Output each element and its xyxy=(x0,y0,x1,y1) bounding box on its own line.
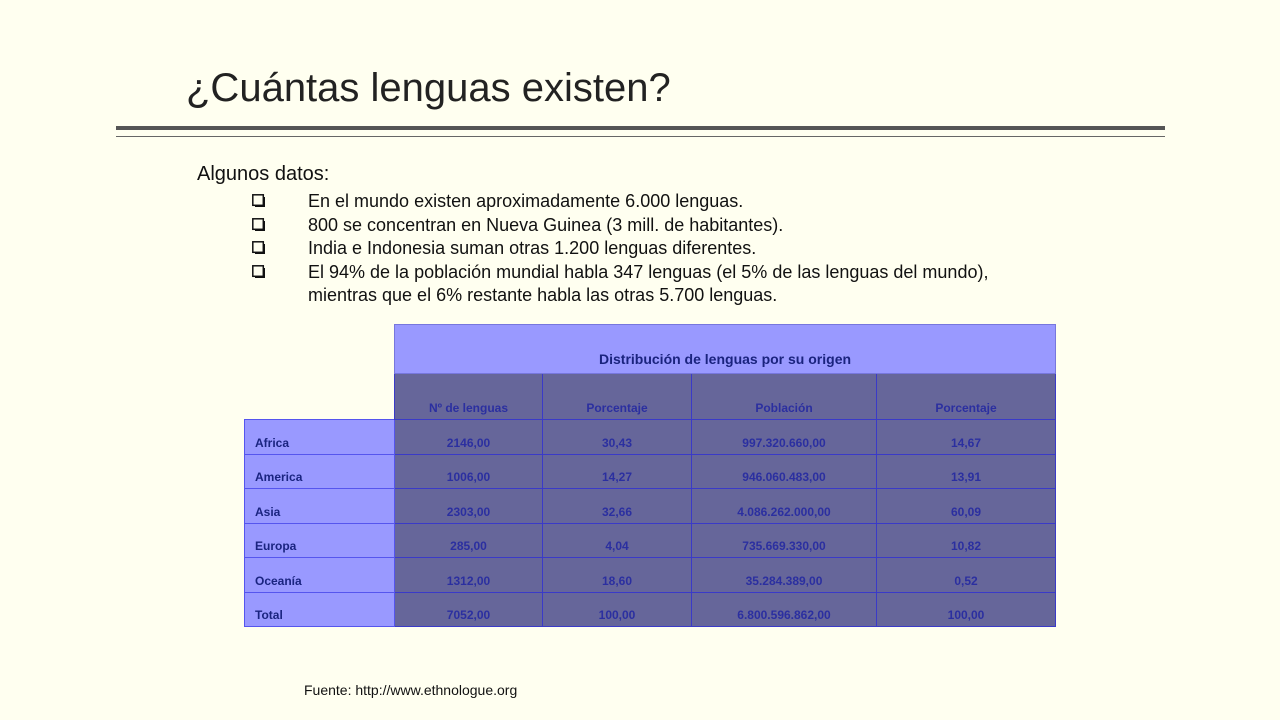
row-header: Total xyxy=(244,591,395,627)
title-divider xyxy=(116,126,1165,130)
checkbox-square-icon xyxy=(252,194,265,207)
table-cell: 35.284.389,00 xyxy=(691,557,877,593)
column-header: Porcentaje xyxy=(542,373,692,420)
bullet-text: En el mundo existen aproximadamente 6.00… xyxy=(308,191,744,211)
column-header: Porcentaje xyxy=(875,373,1057,420)
table-cell: 2303,00 xyxy=(394,488,543,524)
table-cell: 7052,00 xyxy=(394,591,543,627)
title-divider-thin xyxy=(116,136,1165,137)
table-cell: 10,82 xyxy=(875,522,1057,558)
table-cell: 4.086.262.000,00 xyxy=(691,488,877,524)
bullet-text-continuation: mientras que el 6% restante habla las ot… xyxy=(308,285,778,305)
source-note: Fuente: http://www.ethnologue.org xyxy=(304,682,518,698)
distribution-table: Distribución de lenguas por su origen Nº… xyxy=(244,324,1057,627)
checkbox-square-icon xyxy=(252,264,265,278)
row-header: Europa xyxy=(244,522,395,558)
table-cell: 100,00 xyxy=(542,591,692,627)
table-row-total: Total 7052,00 100,00 6.800.596.862,00 10… xyxy=(244,591,1057,627)
table-cell: 6.800.596.862,00 xyxy=(691,591,877,627)
bullet-item: El 94% de la población mundial habla 347… xyxy=(250,261,988,308)
table-row: Africa 2146,00 30,43 997.320.660,00 14,6… xyxy=(244,419,1057,455)
slide-title: ¿Cuántas lenguas existen? xyxy=(186,66,671,110)
bullet-text: El 94% de la población mundial habla 347… xyxy=(308,261,989,282)
table-cell: 735.669.330,00 xyxy=(691,522,877,558)
bullet-item: En el mundo existen aproximadamente 6.00… xyxy=(250,190,988,214)
table-cell: 1312,00 xyxy=(394,557,543,593)
table-cell: 32,66 xyxy=(542,488,692,524)
table-cell: 997.320.660,00 xyxy=(691,419,877,455)
row-header: America xyxy=(244,453,395,489)
bullet-item: India e Indonesia suman otras 1.200 leng… xyxy=(250,237,988,261)
table-cell: 946.060.483,00 xyxy=(691,453,877,489)
table-row: America 1006,00 14,27 946.060.483,00 13,… xyxy=(244,453,1057,489)
table-cell: 285,00 xyxy=(394,522,543,558)
bullet-item: 800 se concentran en Nueva Guinea (3 mil… xyxy=(250,214,988,238)
table-corner xyxy=(244,373,395,420)
table-cell: 0,52 xyxy=(875,557,1057,593)
bullet-text: 800 se concentran en Nueva Guinea (3 mil… xyxy=(308,214,784,235)
row-header: Oceanía xyxy=(244,557,395,593)
table-cell: 30,43 xyxy=(542,419,692,455)
row-header: Asia xyxy=(244,488,395,524)
bullet-list: En el mundo existen aproximadamente 6.00… xyxy=(250,190,988,308)
checkbox-square-icon xyxy=(252,241,265,254)
row-header: Africa xyxy=(244,419,395,455)
bullet-text: India e Indonesia suman otras 1.200 leng… xyxy=(308,238,757,258)
column-header: Población xyxy=(691,373,877,420)
table-corner xyxy=(244,324,395,374)
table-cell: 18,60 xyxy=(542,557,692,593)
table-cell: 1006,00 xyxy=(394,453,543,489)
checkbox-square-icon xyxy=(252,217,265,231)
table-row: Europa 285,00 4,04 735.669.330,00 10,82 xyxy=(244,522,1057,558)
column-header: Nº de lenguas xyxy=(394,373,543,420)
table-row: Asia 2303,00 32,66 4.086.262.000,00 60,0… xyxy=(244,488,1057,524)
table-cell: 60,09 xyxy=(875,488,1057,524)
table-row: Oceanía 1312,00 18,60 35.284.389,00 0,52 xyxy=(244,557,1057,593)
table-cell: 2146,00 xyxy=(394,419,543,455)
intro-text: Algunos datos: xyxy=(197,163,330,185)
table-cell: 100,00 xyxy=(875,591,1057,627)
table-cell: 14,67 xyxy=(875,419,1057,455)
table-cell: 13,91 xyxy=(875,453,1057,489)
table-title: Distribución de lenguas por su origen xyxy=(393,324,1057,374)
table-cell: 4,04 xyxy=(542,522,692,558)
table-cell: 14,27 xyxy=(542,453,692,489)
